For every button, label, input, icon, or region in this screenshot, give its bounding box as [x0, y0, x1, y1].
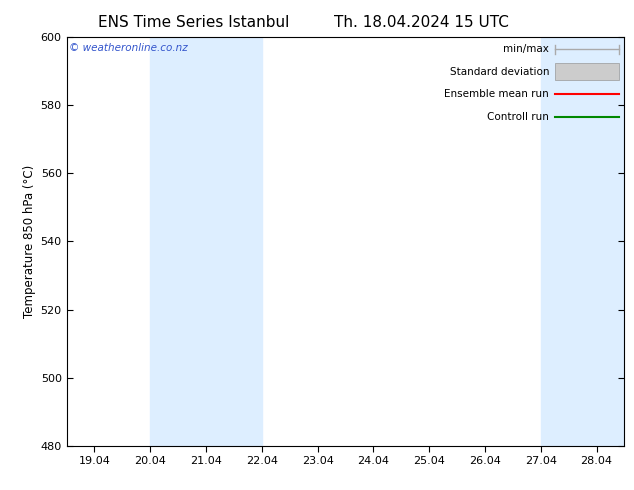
Text: ENS Time Series Istanbul: ENS Time Series Istanbul: [98, 15, 289, 30]
Y-axis label: Temperature 850 hPa (°C): Temperature 850 hPa (°C): [23, 165, 36, 318]
Text: © weatheronline.co.nz: © weatheronline.co.nz: [69, 43, 188, 53]
Text: Standard deviation: Standard deviation: [450, 67, 549, 76]
Text: Th. 18.04.2024 15 UTC: Th. 18.04.2024 15 UTC: [334, 15, 509, 30]
Text: Ensemble mean run: Ensemble mean run: [444, 89, 549, 99]
Text: min/max: min/max: [503, 44, 549, 54]
Text: Controll run: Controll run: [488, 112, 549, 122]
Bar: [597, 37, 624, 446]
Bar: [541, 37, 597, 446]
Bar: [150, 37, 262, 446]
Bar: [555, 63, 619, 80]
